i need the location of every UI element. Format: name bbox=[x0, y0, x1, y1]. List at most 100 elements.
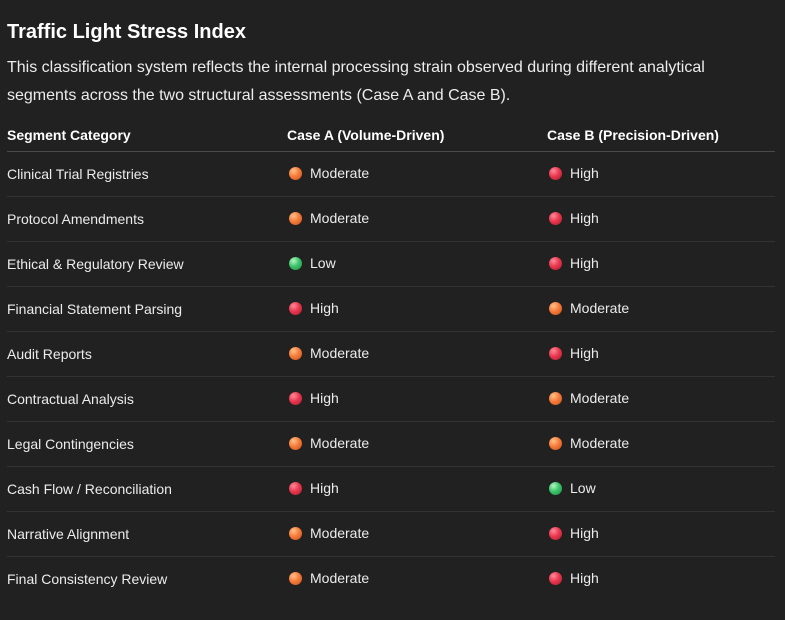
case-b-cell: Low bbox=[547, 466, 775, 512]
status-dot-icon bbox=[549, 391, 562, 405]
status-label: Moderate bbox=[310, 525, 370, 542]
stress-status: High bbox=[547, 345, 599, 361]
stress-status: High bbox=[287, 300, 339, 316]
status-dot-icon bbox=[549, 571, 562, 585]
status-label: Moderate bbox=[310, 435, 370, 452]
table-row: Cash Flow / Reconciliation High Low bbox=[7, 466, 775, 512]
table-row: Contractual Analysis High Moderate bbox=[7, 376, 775, 422]
status-dot-icon bbox=[289, 391, 302, 405]
segment-cell: Ethical & Regulatory Review bbox=[7, 241, 287, 287]
case-b-cell: Moderate bbox=[547, 286, 775, 332]
segment-cell: Legal Contingencies bbox=[7, 421, 287, 467]
status-dot-icon bbox=[289, 481, 302, 495]
table-row: Legal Contingencies Moderate Moderate bbox=[7, 421, 775, 467]
segment-cell: Cash Flow / Reconciliation bbox=[7, 466, 287, 512]
status-label: Moderate bbox=[570, 390, 630, 407]
segment-cell: Audit Reports bbox=[7, 331, 287, 377]
case-a-cell: High bbox=[287, 376, 547, 422]
status-label: Moderate bbox=[310, 165, 370, 182]
stress-status: Low bbox=[287, 255, 336, 271]
segment-cell: Contractual Analysis bbox=[7, 376, 287, 422]
table-row: Audit Reports Moderate High bbox=[7, 331, 775, 377]
case-a-cell: Moderate bbox=[287, 557, 547, 602]
status-dot-icon bbox=[549, 211, 562, 225]
status-label: Low bbox=[310, 255, 336, 272]
stress-status: High bbox=[547, 525, 599, 541]
status-label: High bbox=[570, 255, 599, 272]
case-a-cell: Low bbox=[287, 241, 547, 287]
case-b-cell: High bbox=[547, 331, 775, 377]
case-a-cell: Moderate bbox=[287, 421, 547, 467]
status-label: High bbox=[310, 390, 339, 407]
segment-cell: Financial Statement Parsing bbox=[7, 286, 287, 332]
stress-status: Moderate bbox=[287, 435, 369, 451]
status-dot-icon bbox=[549, 346, 562, 360]
case-a-cell: Moderate bbox=[287, 196, 547, 242]
status-dot-icon bbox=[289, 256, 302, 270]
status-label: High bbox=[570, 570, 599, 587]
status-dot-icon bbox=[549, 526, 562, 540]
case-b-cell: Moderate bbox=[547, 421, 775, 467]
status-label: High bbox=[570, 210, 599, 227]
status-dot-icon bbox=[549, 301, 562, 315]
status-dot-icon bbox=[549, 256, 562, 270]
status-label: Moderate bbox=[570, 300, 630, 317]
status-dot-icon bbox=[289, 526, 302, 540]
case-b-cell: High bbox=[547, 241, 775, 287]
status-dot-icon bbox=[289, 166, 302, 180]
page-title: Traffic Light Stress Index bbox=[7, 21, 246, 43]
status-label: Moderate bbox=[310, 345, 370, 362]
header-case-b: Case B (Precision-Driven) bbox=[547, 119, 775, 152]
stress-status: High bbox=[547, 165, 599, 181]
segment-cell: Clinical Trial Registries bbox=[7, 151, 287, 197]
table-row: Narrative Alignment Moderate High bbox=[7, 511, 775, 557]
case-b-cell: Moderate bbox=[547, 376, 775, 422]
case-a-cell: High bbox=[287, 286, 547, 332]
stress-status: Moderate bbox=[287, 570, 369, 586]
case-b-cell: High bbox=[547, 151, 775, 197]
stress-status: Moderate bbox=[287, 525, 369, 541]
segment-cell: Protocol Amendments bbox=[7, 196, 287, 242]
status-label: High bbox=[310, 300, 339, 317]
stress-status: High bbox=[287, 390, 339, 406]
status-dot-icon bbox=[549, 481, 562, 495]
header-segment-category: Segment Category bbox=[7, 119, 287, 152]
table-header-row: Segment Category Case A (Volume-Driven) … bbox=[7, 119, 775, 152]
table-row: Clinical Trial Registries Moderate High bbox=[7, 151, 775, 197]
stress-status: High bbox=[547, 210, 599, 226]
case-a-cell: High bbox=[287, 466, 547, 512]
case-b-cell: High bbox=[547, 557, 775, 602]
status-label: Low bbox=[570, 480, 596, 497]
table-row: Final Consistency Review Moderate High bbox=[7, 557, 775, 602]
status-dot-icon bbox=[549, 436, 562, 450]
case-a-cell: Moderate bbox=[287, 331, 547, 377]
stress-status: Low bbox=[547, 480, 596, 496]
stress-status: Moderate bbox=[287, 210, 369, 226]
case-b-cell: High bbox=[547, 196, 775, 242]
status-dot-icon bbox=[289, 211, 302, 225]
status-dot-icon bbox=[289, 301, 302, 315]
table-row: Protocol Amendments Moderate High bbox=[7, 196, 775, 242]
status-label: High bbox=[570, 165, 599, 182]
status-label: Moderate bbox=[570, 435, 630, 452]
table-row: Financial Statement Parsing High Moderate bbox=[7, 286, 775, 332]
segment-cell: Final Consistency Review bbox=[7, 571, 168, 587]
status-dot-icon bbox=[549, 166, 562, 180]
case-b-cell: High bbox=[547, 511, 775, 557]
stress-status: Moderate bbox=[547, 435, 629, 451]
stress-status: Moderate bbox=[287, 165, 369, 181]
stress-index-table: Segment Category Case A (Volume-Driven) … bbox=[7, 119, 775, 601]
case-a-cell: Moderate bbox=[287, 151, 547, 197]
status-dot-icon bbox=[289, 436, 302, 450]
intro-paragraph: This classification system reflects the … bbox=[7, 59, 705, 104]
table-row: Ethical & Regulatory Review Low High bbox=[7, 241, 775, 287]
stress-status: High bbox=[547, 570, 599, 586]
case-a-cell: Moderate bbox=[287, 511, 547, 557]
content-area: Traffic Light Stress Index This classifi… bbox=[7, 21, 775, 601]
segment-cell: Narrative Alignment bbox=[7, 511, 287, 557]
status-dot-icon bbox=[289, 346, 302, 360]
stress-status: Moderate bbox=[287, 345, 369, 361]
status-label: High bbox=[570, 345, 599, 362]
stress-status: High bbox=[287, 480, 339, 496]
status-label: Moderate bbox=[310, 570, 370, 587]
